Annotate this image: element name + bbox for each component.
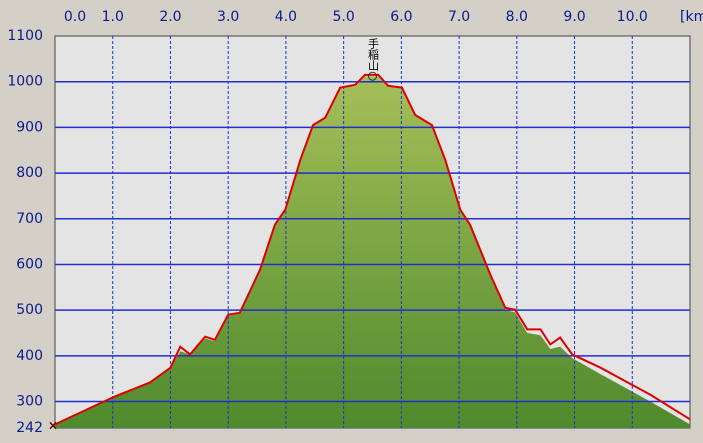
y-tick-label: 800 xyxy=(16,165,43,181)
y-tick-label: 700 xyxy=(16,211,43,227)
y-tick-label: 242 xyxy=(16,420,43,436)
x-tick-label: 1.0 xyxy=(102,9,124,25)
x-tick-label: 7.0 xyxy=(448,9,470,25)
y-tick-label: 600 xyxy=(16,256,43,272)
x-tick-label: 6.0 xyxy=(390,9,412,25)
y-tick-label: 400 xyxy=(16,348,43,364)
y-tick-label: 900 xyxy=(16,119,43,135)
x-tick-label: 10.0 xyxy=(617,9,648,25)
y-tick-label: 500 xyxy=(16,302,43,318)
x-axis-label: [km] xyxy=(680,9,703,25)
x-tick-label: 2.0 xyxy=(159,9,181,25)
x-tick-label: 8.0 xyxy=(506,9,528,25)
x-tick-label: 0.0 xyxy=(64,9,86,25)
y-tick-label: 1100 xyxy=(7,28,43,44)
peak-marker xyxy=(368,71,377,81)
x-tick-label: 4.0 xyxy=(275,9,297,25)
peak-annotation: 手稲山 xyxy=(367,37,380,71)
chart-layer xyxy=(54,36,691,428)
start-marker: × xyxy=(48,419,58,433)
track-line xyxy=(54,73,691,426)
x-tick-label: 5.0 xyxy=(333,9,355,25)
terrain-area xyxy=(55,76,690,428)
y-tick-label: 300 xyxy=(16,394,43,410)
y-tick-label: 1000 xyxy=(7,74,43,90)
x-tick-label: 3.0 xyxy=(217,9,239,25)
x-tick-label: 9.0 xyxy=(563,9,585,25)
